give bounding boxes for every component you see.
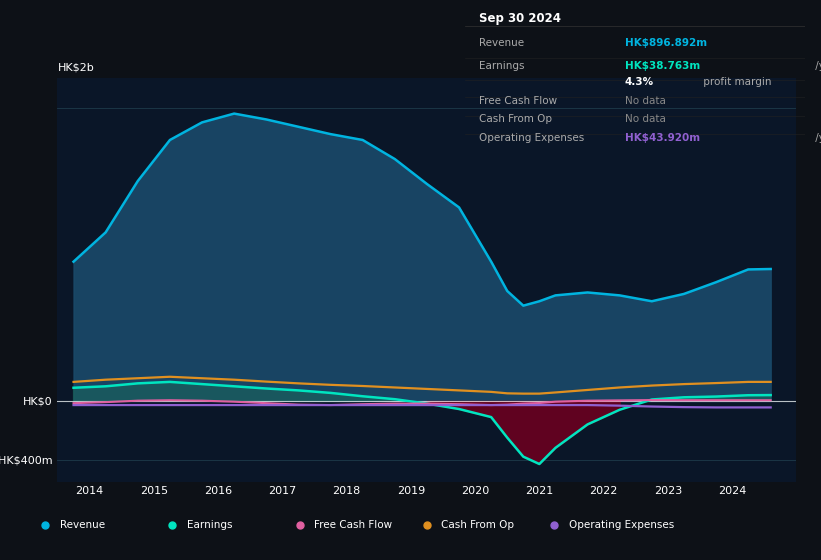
Text: Operating Expenses: Operating Expenses	[479, 133, 584, 143]
Text: HK$2b: HK$2b	[57, 63, 94, 73]
Text: Revenue: Revenue	[60, 520, 105, 530]
Text: 4.3%: 4.3%	[625, 77, 654, 87]
Text: /yr: /yr	[812, 60, 821, 71]
Text: No data: No data	[625, 96, 666, 106]
Text: /yr: /yr	[812, 133, 821, 143]
Text: HK$43.920m: HK$43.920m	[625, 133, 700, 143]
Text: Earnings: Earnings	[479, 60, 524, 71]
Text: HK$896.892m: HK$896.892m	[625, 39, 707, 49]
Text: Cash From Op: Cash From Op	[442, 520, 514, 530]
Text: Free Cash Flow: Free Cash Flow	[479, 96, 557, 106]
Text: profit margin: profit margin	[699, 77, 771, 87]
Text: Revenue: Revenue	[479, 39, 524, 49]
Text: HK$38.763m: HK$38.763m	[625, 60, 700, 71]
Text: Sep 30 2024: Sep 30 2024	[479, 12, 561, 25]
Text: No data: No data	[625, 114, 666, 124]
Text: Free Cash Flow: Free Cash Flow	[314, 520, 392, 530]
Text: Cash From Op: Cash From Op	[479, 114, 552, 124]
Text: Operating Expenses: Operating Expenses	[569, 520, 674, 530]
Text: Earnings: Earnings	[187, 520, 232, 530]
